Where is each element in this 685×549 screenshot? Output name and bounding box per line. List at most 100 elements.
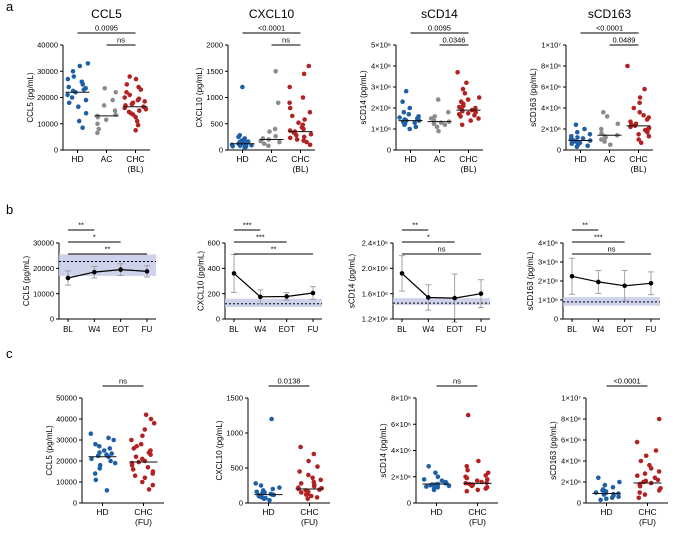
data-point [464, 488, 470, 494]
data-point [95, 130, 100, 136]
data-point [446, 483, 452, 489]
x-tick-label: CHC [300, 507, 318, 517]
data-point [275, 100, 281, 106]
y-tick-label: 0 [239, 499, 243, 508]
y-tick-label: 6×10⁶ [561, 436, 581, 445]
data-point [298, 481, 304, 486]
data-point [307, 142, 313, 148]
y-tick-label: 0 [407, 499, 411, 508]
data-point [600, 487, 606, 492]
data-point [615, 121, 621, 127]
data-point [424, 484, 429, 489]
data-point [573, 122, 579, 128]
data-point [142, 99, 147, 104]
data-point [106, 435, 111, 441]
data-point [150, 469, 156, 474]
x-tick-label: CHC [459, 154, 477, 164]
y-tick-label: 2×10⁶ [538, 277, 558, 286]
data-point [403, 88, 409, 94]
y-axis-label: sCD163 (pg/mL) [549, 421, 558, 480]
data-point [97, 444, 102, 449]
data-point [136, 84, 141, 90]
y-tick-label: 30000 [56, 436, 77, 445]
data-point [112, 108, 118, 113]
data-point [474, 478, 480, 484]
data-point [637, 100, 642, 106]
chart-title: sCD163 [588, 7, 632, 21]
data-point [465, 467, 470, 473]
data-point [127, 92, 132, 98]
y-tick-label: 20000 [37, 93, 58, 102]
significance-label: ** [271, 245, 277, 254]
data-point [656, 469, 662, 474]
data-point [599, 130, 604, 136]
chart-b3: 1.2×10⁶ 1.6×10⁶ 2.0×10⁶ 2.4×10⁶ sCD14 (pg/mL… [348, 221, 490, 334]
data-point [133, 128, 138, 133]
data-point [83, 97, 89, 103]
data-point [648, 280, 654, 286]
data-point [132, 473, 138, 479]
y-axis-label: CCL5 (pg/mL) [22, 256, 31, 307]
x-tick-label: (FU) [301, 517, 318, 527]
data-point [122, 95, 127, 100]
data-point [76, 104, 81, 109]
data-point [127, 74, 132, 79]
y-tick-label: 0 [54, 146, 58, 155]
data-point [596, 475, 601, 481]
significance-label: <0.0001 [258, 24, 285, 33]
chart-a2: CXCL10 0 500 1000 1500 2000 CXCL10 (pg/mL) HD AC… [195, 7, 315, 174]
data-point [126, 109, 132, 115]
significance-label: ** [582, 221, 588, 230]
data-point [102, 86, 107, 91]
data-point [647, 462, 652, 468]
data-point [85, 61, 91, 66]
y-tick-label: 500 [230, 464, 243, 473]
data-point [97, 462, 103, 468]
y-tick-label: 2.4×10⁶ [362, 239, 388, 248]
y-tick-label: 10000 [33, 289, 54, 298]
data-point [109, 451, 114, 456]
y-tick-label: 600 [207, 239, 220, 248]
data-point [129, 437, 134, 443]
x-tick-label: W4 [422, 325, 435, 334]
data-point [301, 71, 307, 77]
data-point [124, 90, 129, 95]
data-point [287, 128, 293, 133]
data-point [299, 490, 304, 495]
data-point [135, 122, 141, 128]
data-point [124, 82, 130, 87]
data-point [66, 84, 71, 90]
data-point [457, 104, 462, 110]
y-tick-label: 50000 [56, 394, 77, 403]
data-point [601, 109, 606, 115]
significance-label: ns [453, 377, 461, 386]
data-point [608, 142, 613, 148]
x-tick-label: EOT [112, 325, 129, 334]
data-point [435, 97, 441, 102]
data-point [400, 99, 405, 104]
y-tick-label: 2.0×10⁶ [362, 264, 388, 273]
chart-a1: CCL5 0 10000 20000 30000 40000 CCL5 (pg/mL) HD A… [26, 7, 150, 174]
data-point [462, 91, 468, 96]
data-point [585, 143, 590, 149]
y-tick-label: 0 [577, 499, 581, 508]
data-point [150, 482, 156, 488]
data-point [277, 139, 282, 145]
data-point [455, 70, 460, 75]
significance-label: ns [608, 245, 616, 254]
x-tick-label: CHC [291, 154, 309, 164]
significance-label: *** [243, 221, 252, 230]
y-axis-label: CXCL10 (pg/mL) [196, 251, 205, 311]
data-point [638, 458, 644, 464]
data-point [473, 109, 479, 115]
x-tick-label: BL [63, 325, 73, 334]
data-point [636, 132, 641, 137]
data-point [643, 478, 649, 484]
data-point [435, 474, 441, 480]
x-tick-label: W4 [254, 325, 267, 334]
data-point [416, 114, 421, 119]
x-tick-label: AC [101, 154, 113, 164]
y-tick-label: 6×10⁶ [541, 83, 561, 92]
data-point [318, 477, 324, 483]
series-line [401, 272, 482, 299]
